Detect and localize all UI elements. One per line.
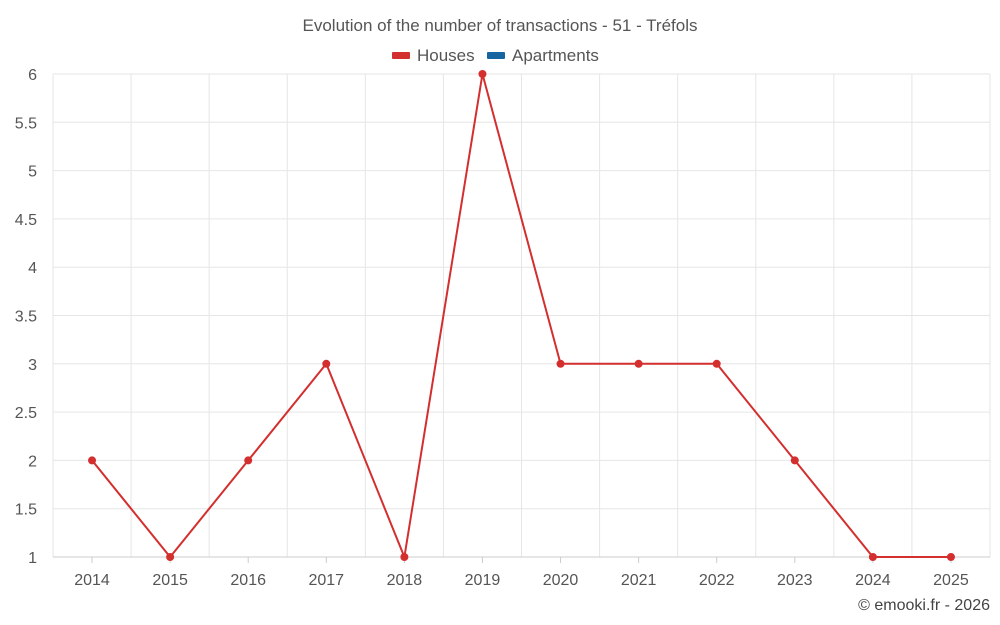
series-line-houses [91,73,951,558]
y-tick-label: 1 [28,550,37,567]
x-tick-label: 2024 [855,572,891,589]
data-point[interactable] [946,553,955,561]
data-point[interactable] [478,70,487,78]
data-point[interactable] [166,553,175,561]
x-tick-label: 2019 [465,572,501,589]
y-tick-label: 2 [28,453,37,470]
data-point[interactable] [244,456,253,465]
x-tick-label: 2014 [74,572,110,589]
y-tick-label: 1.5 [15,502,37,519]
y-tick-label: 6 [28,67,37,84]
y-tick-label: 3.5 [15,309,37,326]
x-tick-label: 2015 [152,572,188,589]
data-point[interactable] [712,359,721,368]
y-tick-label: 2.5 [15,405,37,422]
legend-swatch-houses [392,52,410,59]
data-point[interactable] [634,359,643,368]
data-point[interactable] [322,359,331,368]
y-tick-label: 5.5 [15,115,37,132]
data-point[interactable] [400,553,409,561]
data-point[interactable] [88,456,97,465]
y-tick-label: 5 [28,164,37,181]
x-tick-label: 2020 [543,572,579,589]
grid [52,73,991,558]
x-tick-label: 2016 [230,572,266,589]
x-axis: 2014 2015 2016 2017 2018 2019 2020 2021 2022 2023… [53,556,990,589]
y-tick-label: 3 [28,357,37,374]
data-point[interactable] [790,456,799,465]
x-tick-label: 2021 [621,572,657,589]
y-tick-label: 4 [28,260,37,277]
legend-item-apartments[interactable]: Apartments [487,46,599,65]
series-houses [88,70,955,561]
legend: Houses Apartments [392,46,599,65]
chart-title: Evolution of the number of transactions … [303,16,698,35]
x-tick-label: 2023 [777,572,813,589]
x-tick-label: 2017 [308,572,344,589]
legend-swatch-apartments [487,52,505,59]
legend-label-houses: Houses [417,46,475,65]
x-tick-label: 2025 [933,572,969,589]
y-axis: 1 1.5 2 2.5 3 3.5 4 4.5 5 5.5 6 [15,67,37,567]
data-point[interactable] [868,553,877,561]
x-tick-label: 2018 [387,572,423,589]
data-point[interactable] [556,359,565,368]
legend-label-apartments: Apartments [512,46,599,65]
x-tick-label: 2022 [699,572,735,589]
credit-text: © emooki.fr - 2026 [858,597,990,614]
y-tick-label: 4.5 [15,212,37,229]
legend-item-houses[interactable]: Houses [392,46,475,65]
